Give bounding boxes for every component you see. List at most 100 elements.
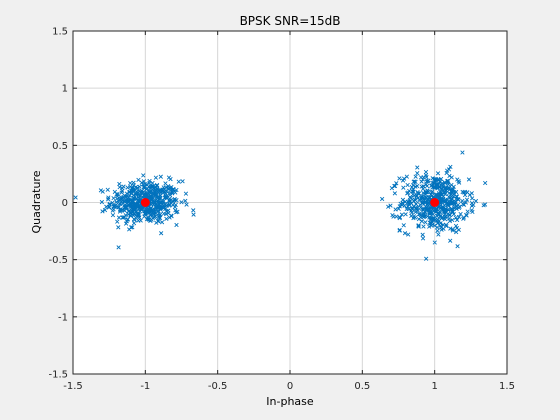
ideal-point — [430, 198, 440, 207]
sample-marker — [159, 231, 164, 236]
sample-marker — [116, 225, 121, 230]
sample-marker — [117, 181, 122, 187]
sample-marker — [150, 216, 155, 221]
sample-marker — [435, 185, 440, 190]
sample-marker — [121, 184, 126, 189]
x-tick-label: 0 — [287, 381, 293, 392]
sample-marker — [148, 213, 153, 218]
x-tick-label: -0.5 — [208, 381, 228, 392]
sample-marker — [173, 190, 178, 195]
sample-marker — [150, 180, 155, 186]
sample-marker — [434, 206, 439, 211]
sample-marker — [411, 187, 416, 192]
y-tick-label: 0.5 — [52, 141, 68, 152]
sample-marker — [452, 202, 458, 207]
sample-marker — [448, 226, 453, 231]
sample-marker — [453, 215, 458, 220]
sample-marker — [436, 220, 441, 225]
sample-marker — [424, 194, 429, 200]
sample-marker — [404, 206, 409, 212]
sample-marker — [420, 186, 426, 191]
sample-marker — [444, 185, 449, 191]
sample-marker — [131, 195, 136, 201]
sample-marker — [139, 188, 145, 193]
sample-marker — [431, 218, 436, 223]
sample-marker — [160, 189, 165, 194]
sample-marker — [131, 187, 136, 192]
sample-marker — [471, 202, 476, 208]
sample-marker — [396, 206, 401, 211]
sample-marker — [173, 202, 178, 208]
sample-marker — [420, 236, 426, 241]
sample-marker — [443, 209, 449, 214]
sample-marker — [139, 180, 144, 185]
sample-marker — [175, 209, 180, 214]
sample-marker — [420, 200, 425, 205]
sample-marker — [434, 225, 440, 230]
sample-marker — [415, 191, 421, 196]
sample-marker — [110, 213, 116, 218]
x-tick-label: 0.5 — [354, 381, 370, 392]
sample-marker — [440, 222, 446, 227]
sample-marker — [102, 207, 108, 213]
sample-marker — [438, 209, 443, 215]
sample-marker — [146, 216, 151, 222]
sample-marker — [124, 197, 129, 203]
sample-marker — [465, 209, 470, 214]
y-tick-label: 0 — [62, 198, 68, 209]
sample-marker — [111, 196, 116, 201]
sample-marker — [147, 189, 152, 194]
sample-marker — [191, 212, 196, 217]
sample-marker — [130, 199, 135, 205]
sample-marker — [435, 228, 440, 233]
plot-frame — [72, 30, 508, 375]
sample-marker — [419, 219, 425, 224]
sample-marker — [456, 227, 461, 232]
sample-marker — [448, 238, 453, 243]
sample-marker — [168, 176, 173, 182]
sample-marker — [100, 189, 105, 194]
sample-marker — [138, 218, 143, 223]
sample-marker — [391, 214, 396, 219]
sample-marker — [136, 213, 141, 218]
sample-marker — [166, 211, 171, 216]
sample-marker — [125, 217, 130, 222]
sample-marker — [406, 232, 411, 237]
sample-marker — [156, 194, 161, 199]
sample-marker — [99, 199, 105, 205]
sample-marker — [399, 202, 405, 208]
sample-marker — [421, 207, 427, 212]
sample-marker — [448, 200, 453, 205]
sample-marker — [461, 190, 467, 195]
sample-marker — [131, 217, 137, 222]
sample-marker — [128, 181, 133, 186]
sample-marker — [469, 191, 474, 196]
sample-marker — [153, 185, 158, 190]
sample-marker — [113, 203, 118, 208]
sample-marker — [121, 215, 126, 220]
sample-marker — [115, 219, 120, 224]
sample-marker — [131, 212, 137, 217]
sample-marker — [124, 201, 130, 206]
sample-marker — [397, 228, 402, 233]
sample-marker — [154, 182, 160, 188]
y-tick-label: 1 — [62, 84, 68, 95]
x-tick-label: 1.5 — [499, 381, 515, 392]
sample-marker — [393, 207, 398, 212]
sample-marker — [455, 177, 460, 182]
y-axis-label: Quadrature — [30, 170, 43, 233]
sample-marker — [123, 221, 129, 226]
sample-marker — [127, 227, 132, 232]
sample-marker — [163, 206, 168, 212]
sample-marker — [425, 203, 431, 208]
sample-marker — [466, 177, 472, 182]
sample-marker — [425, 214, 430, 219]
sample-marker — [183, 198, 188, 203]
sample-marker — [134, 202, 139, 207]
sample-marker — [429, 190, 435, 195]
sample-marker — [130, 225, 135, 230]
sample-marker — [149, 209, 154, 214]
x-tick-label: 1 — [431, 381, 437, 392]
sample-marker — [437, 211, 442, 217]
